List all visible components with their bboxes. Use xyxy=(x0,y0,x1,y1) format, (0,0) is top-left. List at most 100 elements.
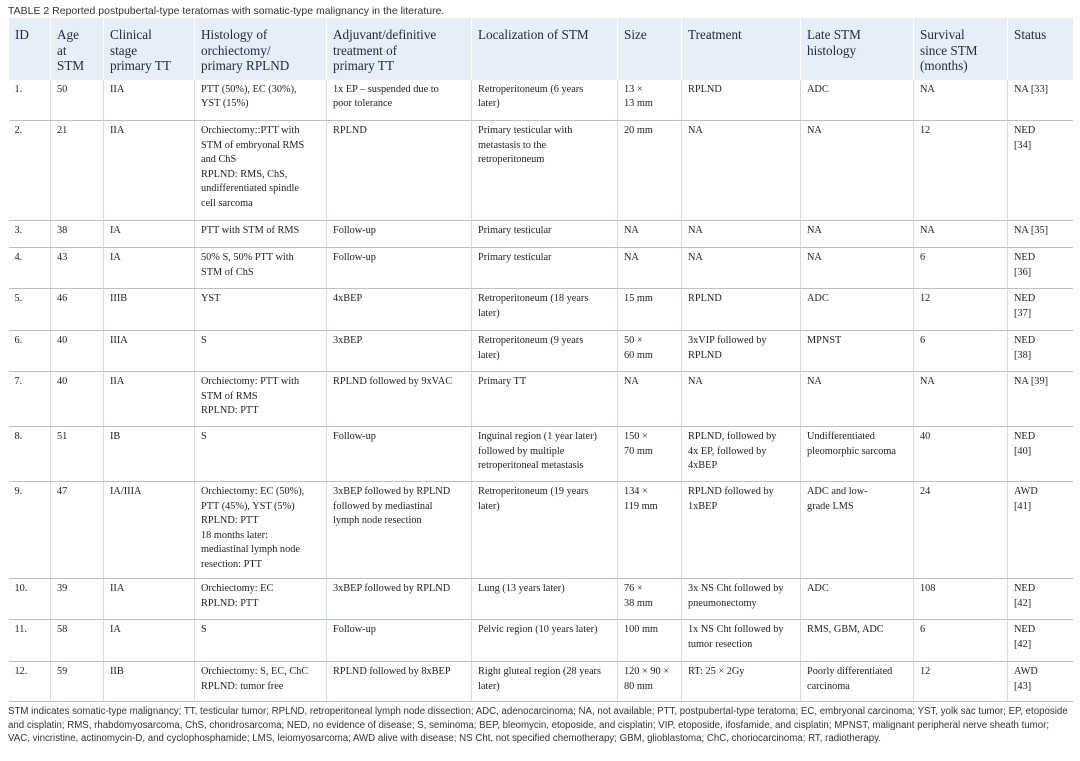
cell-status: AWD [43] xyxy=(1007,661,1073,702)
cell-size: 100 mm xyxy=(617,619,682,662)
cell-clinical-stage: IA/IIIA xyxy=(103,481,195,579)
cell-id: 3. xyxy=(8,220,51,248)
cell-id: 10. xyxy=(8,578,51,620)
cell-size: NA xyxy=(617,371,682,427)
cell-histology: Orchiectomy: EC (50%), PTT (45%), YST (5… xyxy=(194,481,327,579)
cell-histology: 50% S, 50% PTT with STM of ChS xyxy=(194,247,327,289)
cell-id: 7. xyxy=(8,371,51,427)
cell-survival: 6 xyxy=(913,619,1008,662)
cell-clinical-stage: IIIA xyxy=(103,330,195,372)
cell-treatment: NA xyxy=(681,220,801,248)
cell-survival: NA xyxy=(913,371,1008,427)
column-header-adjuvant-treatment: Adjuvant/definitive treatment of primary… xyxy=(326,18,472,80)
cell-size: 150 × 70 mm xyxy=(617,426,682,482)
cell-clinical-stage: IIIB xyxy=(103,288,195,331)
table-row: 8. 51 IB S Follow-up Inguinal region (1 year … xyxy=(8,426,1073,482)
cell-histology: Orchiectomy: S, EC, ChC RPLND: tumor fre… xyxy=(194,661,327,702)
table-row: 1. 50 IIA PTT (50%), EC (30%), YST (15%) 1x … xyxy=(8,79,1073,121)
cell-status: AWD [41] xyxy=(1007,481,1073,579)
cell-age: 47 xyxy=(50,481,104,579)
table-body: 1. 50 IIA PTT (50%), EC (30%), YST (15%) 1x … xyxy=(8,79,1073,702)
cell-adjuvant-treatment: 3xBEP followed by RPLND xyxy=(326,578,472,620)
cell-survival: 40 xyxy=(913,426,1008,482)
column-header-status: Status xyxy=(1007,18,1073,80)
cell-survival: 12 xyxy=(913,288,1008,331)
cell-age: 50 xyxy=(50,79,104,121)
table-row: 6. 40 IIIA S 3xBEP Retroperitoneum (9 years l… xyxy=(8,330,1073,372)
cell-histology: Orchiectomy: EC RPLND: PTT xyxy=(194,578,327,620)
cell-treatment: NA xyxy=(681,371,801,427)
cell-adjuvant-treatment: 3xBEP followed by RPLND followed by medi… xyxy=(326,481,472,579)
cell-late-histology: NA xyxy=(800,220,914,248)
column-header-treatment: Treatment xyxy=(681,18,801,80)
cell-age: 21 xyxy=(50,120,104,221)
cell-status: NED [40] xyxy=(1007,426,1073,482)
cell-size: 76 × 38 mm xyxy=(617,578,682,620)
cell-late-histology: Undifferentiated pleomorphic sarcoma xyxy=(800,426,914,482)
table-caption: TABLE 2 Reported postpubertal-type terat… xyxy=(8,5,445,17)
cell-adjuvant-treatment: Follow-up xyxy=(326,426,472,482)
cell-survival: 12 xyxy=(913,661,1008,702)
cell-adjuvant-treatment: Follow-up xyxy=(326,247,472,289)
cell-size: 15 mm xyxy=(617,288,682,331)
cell-histology: PTT with STM of RMS xyxy=(194,220,327,248)
cell-adjuvant-treatment: Follow-up xyxy=(326,220,472,248)
cell-late-histology: ADC xyxy=(800,288,914,331)
cell-id: 9. xyxy=(8,481,51,579)
cell-status: NED [34] xyxy=(1007,120,1073,221)
column-header-localization: Localization of STM xyxy=(471,18,618,80)
cell-size: 50 × 60 mm xyxy=(617,330,682,372)
cell-survival: 24 xyxy=(913,481,1008,579)
cell-age: 39 xyxy=(50,578,104,620)
column-header-id: ID xyxy=(8,18,51,80)
cell-size: 134 × 119 mm xyxy=(617,481,682,579)
cell-survival: 12 xyxy=(913,120,1008,221)
cell-clinical-stage: IA xyxy=(103,247,195,289)
cell-treatment: RPLND xyxy=(681,288,801,331)
cell-id: 11. xyxy=(8,619,51,662)
cell-late-histology: RMS, GBM, ADC xyxy=(800,619,914,662)
cell-id: 12. xyxy=(8,661,51,702)
table-row: 10. 39 IIA Orchiectomy: EC RPLND: PTT 3xBEP … xyxy=(8,578,1073,620)
cell-size: NA xyxy=(617,220,682,248)
cell-survival: NA xyxy=(913,220,1008,248)
cell-localization: Primary TT xyxy=(471,371,618,427)
cell-late-histology: ADC and low- grade LMS xyxy=(800,481,914,579)
cell-clinical-stage: IIB xyxy=(103,661,195,702)
cell-adjuvant-treatment: RPLND xyxy=(326,120,472,221)
cell-localization: Primary testicular xyxy=(471,220,618,248)
cell-age: 46 xyxy=(50,288,104,331)
table-row: 5. 46 IIIB YST 4xBEP Retroperitoneum (18 year… xyxy=(8,288,1073,331)
cell-late-histology: NA xyxy=(800,120,914,221)
table-row: 12. 59 IIB Orchiectomy: S, EC, ChC RPLND: t… xyxy=(8,661,1073,702)
column-header-late-histology: Late STM histology xyxy=(800,18,914,80)
cell-clinical-stage: IA xyxy=(103,220,195,248)
cell-adjuvant-treatment: RPLND followed by 9xVAC xyxy=(326,371,472,427)
cell-localization: Inguinal region (1 year later) followed … xyxy=(471,426,618,482)
literature-table: ID Age at STM Clinical stage primary TT His… xyxy=(8,18,1073,702)
cell-late-histology: ADC xyxy=(800,578,914,620)
table-row: 3. 38 IA PTT with STM of RMS Follow-up Primar… xyxy=(8,220,1073,248)
cell-size: NA xyxy=(617,247,682,289)
cell-status: NED [42] xyxy=(1007,578,1073,620)
cell-clinical-stage: IB xyxy=(103,426,195,482)
cell-clinical-stage: IIA xyxy=(103,578,195,620)
column-header-clinical-stage: Clinical stage primary TT xyxy=(103,18,195,80)
header-row: ID Age at STM Clinical stage primary TT His… xyxy=(8,18,1073,80)
cell-survival: 6 xyxy=(913,330,1008,372)
cell-survival: 108 xyxy=(913,578,1008,620)
cell-localization: Retroperitoneum (19 years later) xyxy=(471,481,618,579)
cell-treatment: NA xyxy=(681,120,801,221)
cell-treatment: RPLND xyxy=(681,79,801,121)
cell-size: 120 × 90 × 80 mm xyxy=(617,661,682,702)
cell-late-histology: MPNST xyxy=(800,330,914,372)
cell-status: NED [36] xyxy=(1007,247,1073,289)
cell-age: 43 xyxy=(50,247,104,289)
cell-survival: 6 xyxy=(913,247,1008,289)
column-header-survival: Survival since STM (months) xyxy=(913,18,1008,80)
column-header-age: Age at STM xyxy=(50,18,104,80)
cell-adjuvant-treatment: 1x EP – suspended due to poor tolerance xyxy=(326,79,472,121)
cell-localization: Right gluteal region (28 years later) xyxy=(471,661,618,702)
table-row: 2. 21 IIA Orchiectomy::PTT with STM of embr… xyxy=(8,120,1073,221)
table-row: 4. 43 IA 50% S, 50% PTT with STM of ChS Foll… xyxy=(8,247,1073,289)
